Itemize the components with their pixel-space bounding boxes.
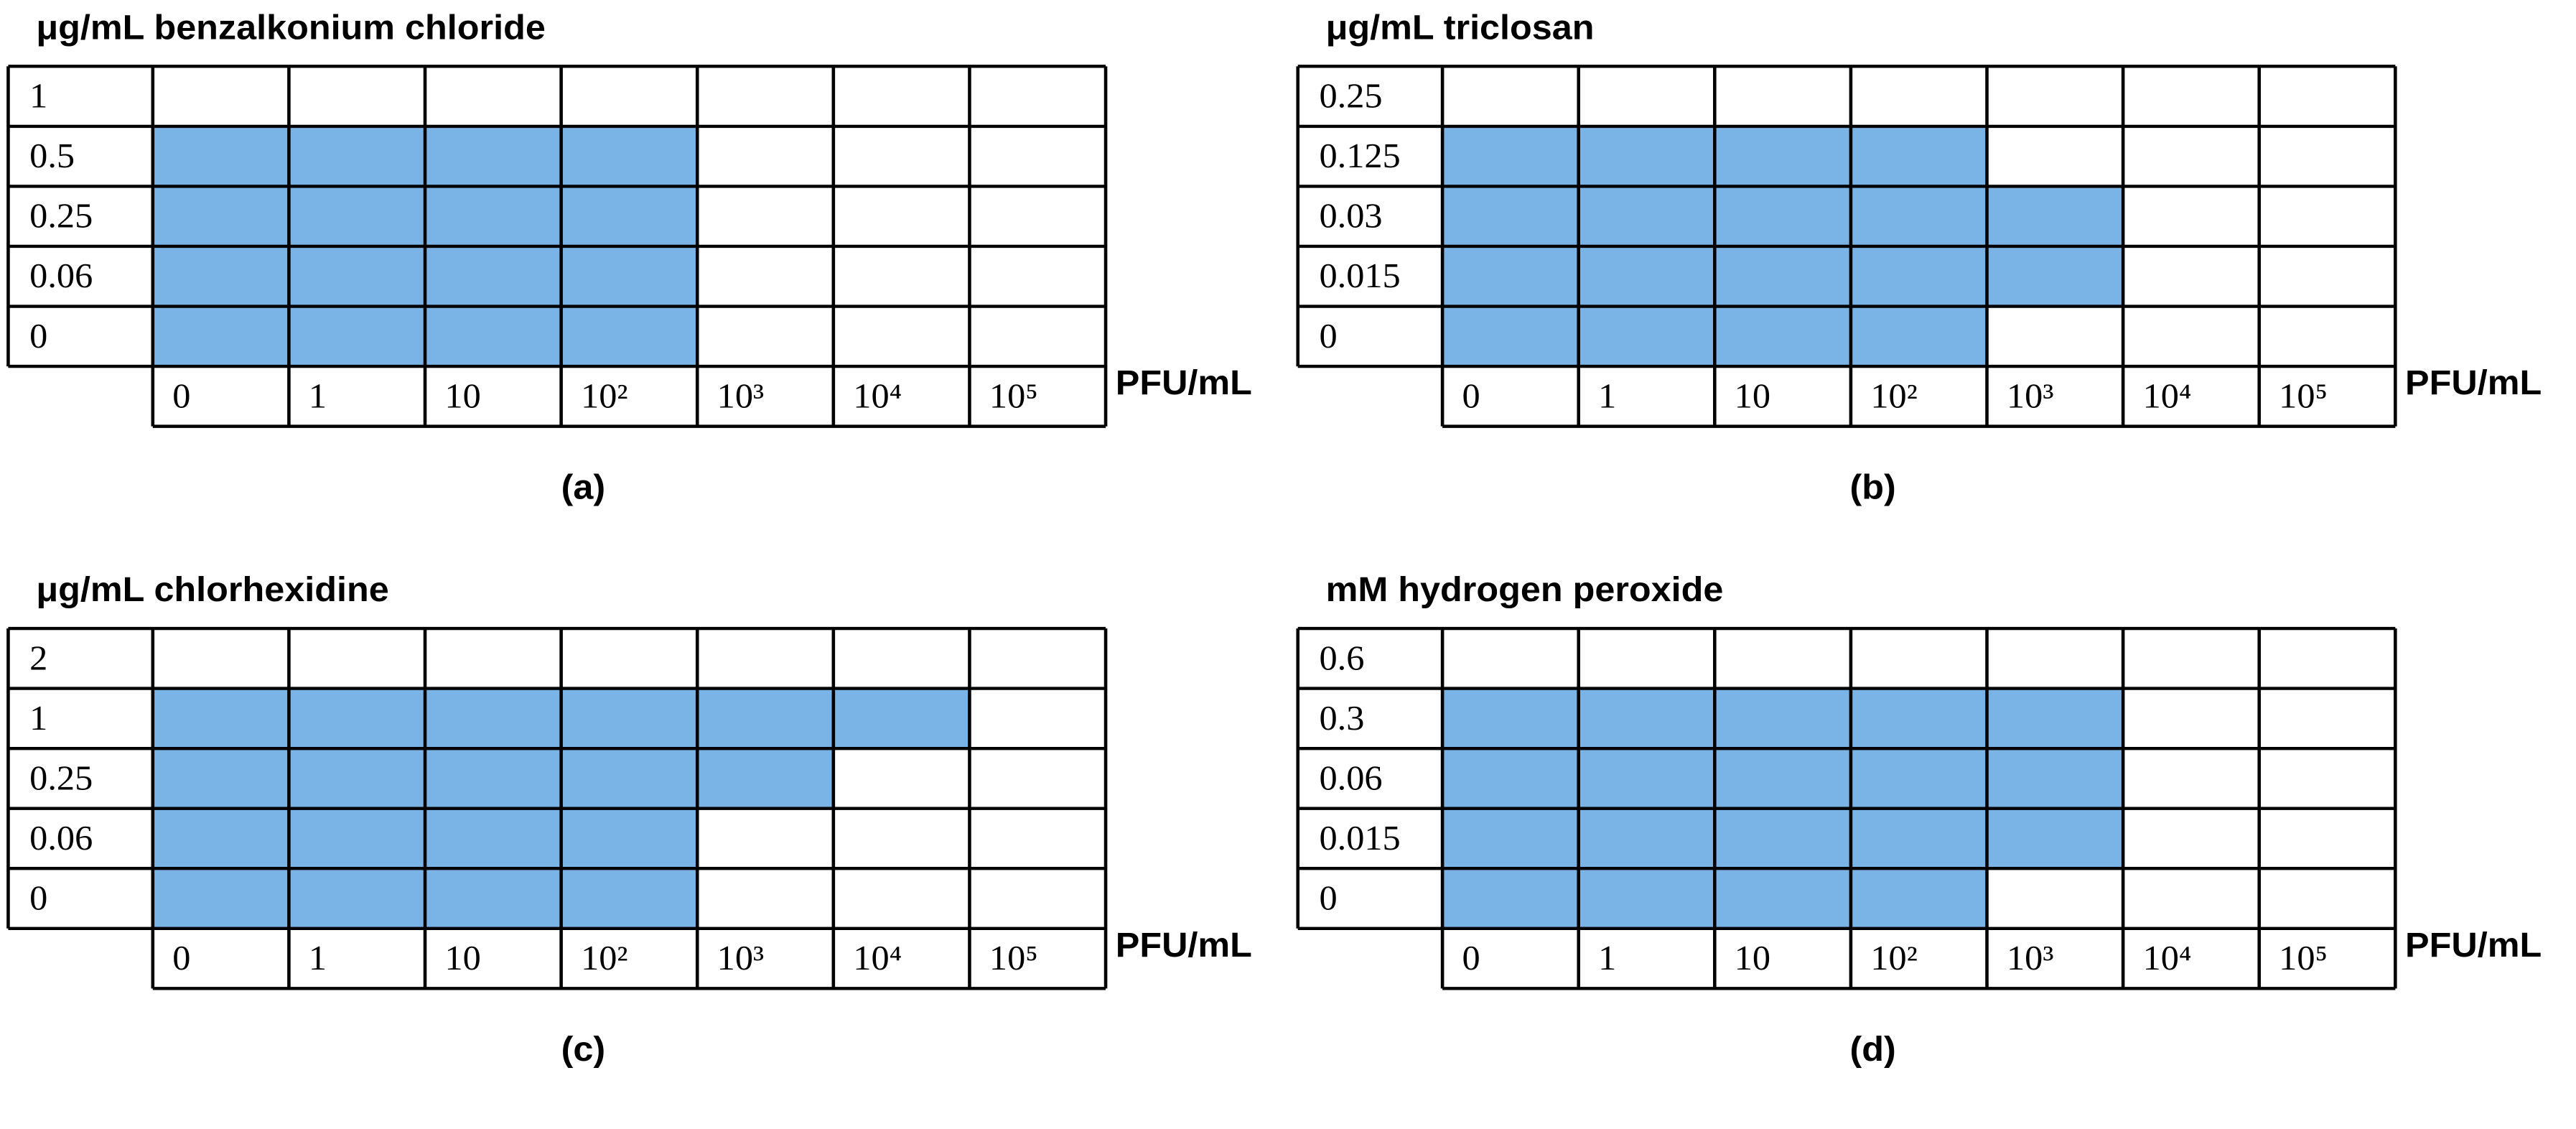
column-label: 0: [172, 376, 190, 415]
shaded-cells: [152, 748, 834, 809]
column-label: 10⁵: [989, 939, 1038, 977]
column-label: 1: [309, 939, 327, 977]
column-label: 10⁵: [2279, 939, 2328, 977]
column-label: 10: [444, 939, 480, 977]
column-label: 10⁴: [853, 939, 902, 977]
row-label: 0: [29, 317, 47, 356]
column-label: 0: [1462, 376, 1480, 415]
shaded-cells: [1442, 246, 2124, 307]
row-label: 0.03: [1319, 197, 1382, 236]
row-label: 1: [29, 699, 47, 738]
row-label: 1: [29, 76, 47, 115]
column-label: 10²: [1870, 939, 1917, 977]
column-label: 10: [1735, 939, 1770, 977]
panel-title: mM hydrogen peroxide: [1326, 570, 1724, 609]
row-label: 0: [1319, 878, 1337, 917]
unit-label: PFU/mL: [1116, 926, 1252, 965]
panel-title: μg/mL benzalkonium chloride: [36, 8, 545, 47]
panel-title: μg/mL triclosan: [1326, 8, 1595, 47]
column-label: 1: [1598, 939, 1616, 977]
column-label: 10²: [581, 376, 627, 415]
column-label: 10⁵: [2279, 376, 2328, 415]
column-label: 10²: [581, 939, 627, 977]
row-label: 0.06: [29, 256, 93, 295]
row-label: 0.5: [29, 136, 75, 175]
row-label: 0.25: [29, 197, 93, 236]
shaded-cells: [1442, 808, 2124, 869]
panel-label: (c): [561, 1030, 606, 1069]
shaded-cells: [1442, 688, 2124, 749]
row-label: 0.3: [1319, 699, 1364, 738]
column-label: 0: [172, 939, 190, 977]
row-label: 0.06: [1319, 758, 1382, 797]
row-label: 0.25: [1319, 76, 1382, 115]
unit-label: PFU/mL: [2405, 926, 2542, 965]
row-label: 0.6: [1319, 638, 1364, 677]
column-label: 10⁴: [853, 376, 902, 415]
column-label: 10⁴: [2143, 939, 2192, 977]
column-label: 10³: [717, 939, 764, 977]
row-label: 0: [1319, 317, 1337, 356]
row-label: 0.015: [1319, 256, 1400, 295]
column-label: 10³: [717, 376, 764, 415]
row-label: 0.125: [1319, 136, 1400, 175]
shaded-cells: [1442, 186, 2124, 246]
column-label: 10⁵: [989, 376, 1038, 415]
column-label: 0: [1462, 939, 1480, 977]
shaded-cells: [1442, 748, 2124, 809]
column-label: 10: [444, 376, 480, 415]
row-label: 0.25: [29, 758, 93, 797]
unit-label: PFU/mL: [1116, 363, 1252, 402]
column-label: 1: [309, 376, 327, 415]
unit-label: PFU/mL: [2405, 363, 2542, 402]
column-label: 10³: [2007, 376, 2053, 415]
row-label: 2: [29, 638, 47, 677]
panel-label: (a): [561, 468, 606, 506]
panel-label: (d): [1849, 1030, 1895, 1069]
column-label: 1: [1598, 376, 1616, 415]
column-label: 10²: [1870, 376, 1917, 415]
row-label: 0.06: [29, 819, 93, 858]
column-label: 10⁴: [2143, 376, 2192, 415]
column-label: 10: [1735, 376, 1770, 415]
panel-title: μg/mL chlorhexidine: [36, 570, 388, 609]
panel-label: (b): [1849, 468, 1895, 506]
row-label: 0.015: [1319, 819, 1400, 858]
row-label: 0: [29, 878, 47, 917]
column-label: 10³: [2007, 939, 2053, 977]
